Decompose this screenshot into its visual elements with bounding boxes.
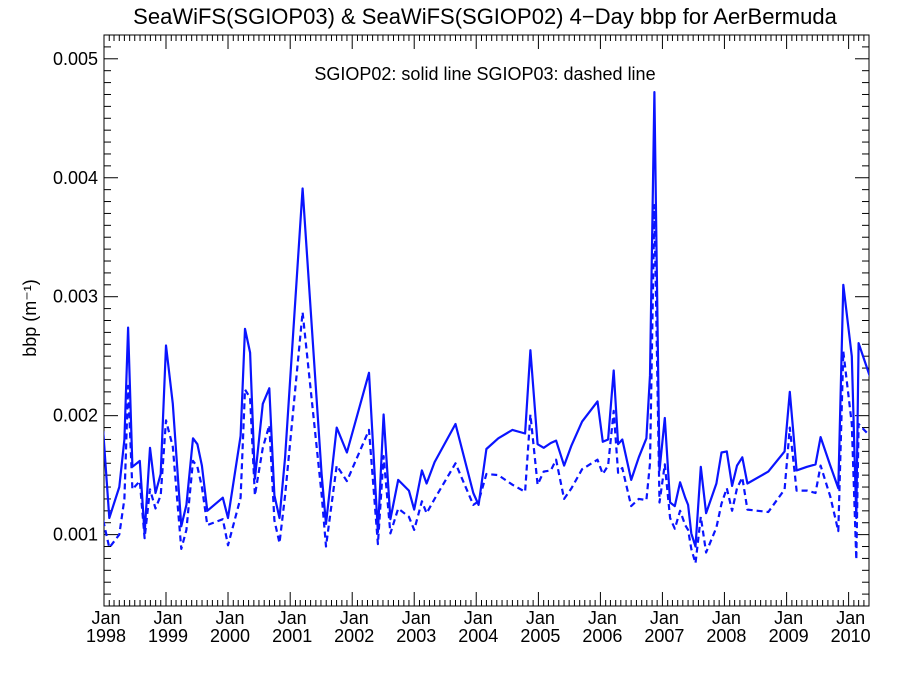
x-tick-year-label: 2006 xyxy=(582,626,622,646)
x-tick-month-label: Jan xyxy=(278,608,307,628)
x-tick-month-label: Jan xyxy=(650,608,679,628)
x-tick-year-label: 2000 xyxy=(210,626,250,646)
x-tick-month-label: Jan xyxy=(588,608,617,628)
x-tick-year-label: 2001 xyxy=(272,626,312,646)
x-tick-year-label: 2010 xyxy=(831,626,871,646)
y-tick-label: 0.005 xyxy=(53,49,98,69)
x-axis: Jan1998Jan1999Jan2000Jan2001Jan2002Jan20… xyxy=(86,35,871,646)
y-tick-label: 0.001 xyxy=(53,525,98,545)
x-tick-month-label: Jan xyxy=(340,608,369,628)
x-tick-year-label: 2003 xyxy=(396,626,436,646)
x-tick-month-label: Jan xyxy=(402,608,431,628)
x-tick-year-label: 2007 xyxy=(644,626,684,646)
x-tick-month-label: Jan xyxy=(774,608,803,628)
x-tick-year-label: 1998 xyxy=(86,626,126,646)
y-tick-label: 0.002 xyxy=(53,406,98,426)
x-tick-year-label: 2009 xyxy=(769,626,809,646)
x-tick-month-label: Jan xyxy=(712,608,741,628)
x-tick-month-label: Jan xyxy=(91,608,120,628)
x-tick-month-label: Jan xyxy=(464,608,493,628)
x-tick-year-label: 2008 xyxy=(706,626,746,646)
y-tick-label: 0.003 xyxy=(53,287,98,307)
x-tick-year-label: 2005 xyxy=(520,626,560,646)
y-tick-label: 0.004 xyxy=(53,168,98,188)
x-tick-month-label: Jan xyxy=(153,608,182,628)
x-tick-month-label: Jan xyxy=(216,608,245,628)
x-tick-year-label: 2002 xyxy=(334,626,374,646)
series-line-sgiop03 xyxy=(104,204,869,565)
x-tick-month-label: Jan xyxy=(836,608,865,628)
x-tick-year-label: 2004 xyxy=(458,626,498,646)
y-axis: 0.001 0.002 0.003 0.004 0.005 xyxy=(53,46,869,595)
x-tick-year-label: 1999 xyxy=(148,626,188,646)
series-layer xyxy=(104,90,869,565)
chart-title: SeaWiFS(SGIOP03) & SeaWiFS(SGIOP02) 4−Da… xyxy=(133,4,837,29)
legend-annotation: SGIOP02: solid line SGIOP03: dashed line xyxy=(314,64,655,84)
x-tick-month-label: Jan xyxy=(526,608,555,628)
y-axis-label: bbp (m⁻¹) xyxy=(20,279,40,357)
series-line-sgiop02 xyxy=(104,90,869,548)
